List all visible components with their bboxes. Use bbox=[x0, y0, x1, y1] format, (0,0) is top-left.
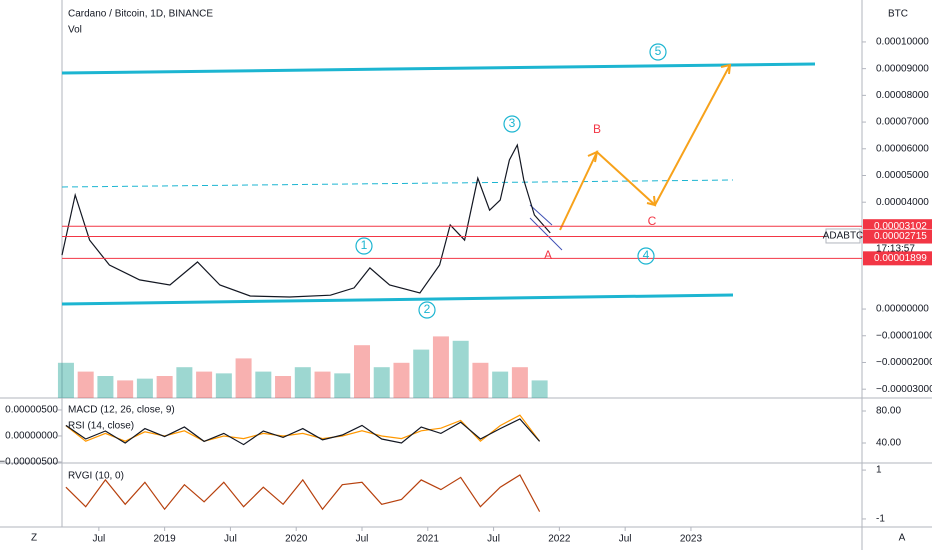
volume-bar bbox=[354, 345, 370, 398]
wave-label: 2 bbox=[424, 302, 431, 316]
arrow-head bbox=[720, 63, 732, 75]
y-tick-label: 0.00000000 bbox=[876, 304, 929, 315]
wave-circle bbox=[649, 43, 667, 61]
price-badge bbox=[863, 229, 932, 244]
price-badge-label: 0.00001899 bbox=[874, 253, 927, 264]
x-tick-label: Jul bbox=[92, 534, 105, 545]
volume-bar bbox=[275, 376, 292, 398]
x-tick-label: Jul bbox=[487, 534, 500, 545]
y-tick-label: −0.00003000 bbox=[876, 384, 932, 395]
volume-bar bbox=[156, 376, 173, 398]
volume-bar bbox=[215, 373, 232, 398]
volume-bar bbox=[334, 373, 351, 398]
volume-label: Vol bbox=[68, 25, 82, 36]
countdown: 17:13:57 bbox=[876, 244, 915, 255]
x-tick-label: 2019 bbox=[154, 534, 177, 545]
y-tick-label: 0.00010000 bbox=[876, 37, 929, 48]
volume-bar bbox=[117, 380, 134, 398]
volume-bar bbox=[531, 380, 548, 398]
chart-title: Cardano / Bitcoin, 1D, BINANCE bbox=[68, 9, 213, 20]
price-badge-label: 0.00003102 bbox=[874, 221, 927, 232]
x-tick-label: 2021 bbox=[417, 534, 440, 545]
y-tick-label: 0.00005000 bbox=[876, 170, 929, 181]
volume-bar bbox=[176, 367, 193, 398]
series-line bbox=[65, 414, 541, 443]
wave-label: 5 bbox=[655, 44, 662, 58]
symbol-label: ADABTC bbox=[823, 231, 864, 242]
volume-bar bbox=[314, 371, 331, 398]
wave-label: 3 bbox=[509, 116, 516, 130]
volume-bar bbox=[77, 371, 94, 398]
arrow-head bbox=[587, 150, 599, 163]
series-line bbox=[65, 418, 541, 446]
volume-bar bbox=[136, 378, 153, 398]
y2-tick-label: 0.00000000 bbox=[5, 431, 58, 442]
series-line bbox=[65, 474, 541, 512]
x-tick-label: 2022 bbox=[548, 534, 571, 545]
rsi-legend: RSI (14, close) bbox=[68, 421, 134, 432]
y-tick-label: 0.00006000 bbox=[876, 143, 929, 154]
rvgi-legend: RVGI (10, 0) bbox=[68, 471, 124, 482]
price-badge bbox=[863, 251, 932, 266]
wave-circle bbox=[637, 247, 655, 265]
corner-right: A bbox=[899, 533, 906, 544]
y-tick-label: 40.00 bbox=[876, 438, 901, 449]
wave-circle bbox=[355, 237, 373, 255]
macd-legend: MACD (12, 26, close, 9) bbox=[68, 405, 175, 416]
volume-bar bbox=[452, 340, 469, 398]
projection-path bbox=[559, 64, 731, 231]
y-tick-label: -1 bbox=[876, 514, 885, 525]
wave-label: A bbox=[544, 248, 552, 262]
wave-label: B bbox=[593, 122, 601, 136]
x-tick-label: 2020 bbox=[285, 534, 308, 545]
y-tick-label: 1 bbox=[876, 465, 882, 476]
symbol-badge bbox=[825, 228, 861, 244]
volume-bar bbox=[294, 367, 311, 398]
wave-circle bbox=[418, 301, 436, 319]
channel-top bbox=[61, 62, 816, 75]
wave-circle bbox=[503, 115, 521, 133]
wave-label: 4 bbox=[643, 248, 650, 262]
y-tick-label: 0.00004000 bbox=[876, 197, 929, 208]
wave-label: 1 bbox=[361, 238, 368, 252]
y-tick-label: −0.00002000 bbox=[876, 357, 932, 368]
channel-bottom bbox=[61, 293, 734, 306]
y2-tick-label: 0.00000500 bbox=[5, 405, 58, 416]
volume-bar bbox=[432, 336, 449, 398]
y-tick-label: 0.00008000 bbox=[876, 90, 929, 101]
wedge-line bbox=[529, 204, 553, 226]
x-tick-label: Jul bbox=[356, 534, 369, 545]
y-tick-label: −0.00001000 bbox=[876, 330, 932, 341]
x-tick-label: 2023 bbox=[680, 534, 703, 545]
price-badge-label: 0.00002715 bbox=[874, 231, 927, 242]
volume-bar bbox=[492, 371, 509, 398]
y2-tick-label: −0.00000500 bbox=[0, 457, 58, 468]
volume-bar bbox=[472, 362, 489, 398]
volume-bar bbox=[57, 362, 74, 398]
volume-bar bbox=[97, 376, 114, 398]
y-tick-label: 80.00 bbox=[876, 406, 901, 417]
corner-left: Z bbox=[31, 533, 37, 544]
channel-mid bbox=[61, 179, 734, 188]
wedge-line bbox=[529, 217, 563, 251]
marks bbox=[57, 143, 551, 512]
volume-bar bbox=[413, 349, 430, 398]
volume-bar bbox=[196, 371, 213, 398]
axis-unit: BTC bbox=[888, 9, 908, 20]
x-tick-label: Jul bbox=[224, 534, 237, 545]
series-line bbox=[61, 143, 551, 298]
volume-bar bbox=[373, 367, 390, 398]
volume-bar bbox=[511, 367, 528, 398]
y-tick-label: 0.00007000 bbox=[876, 117, 929, 128]
volume-bar bbox=[255, 371, 272, 398]
arrow-head bbox=[646, 195, 657, 207]
x-tick-label: Jul bbox=[619, 534, 632, 545]
volume-bar bbox=[235, 358, 252, 398]
wave-label: C bbox=[648, 214, 657, 228]
volume-bar bbox=[393, 362, 410, 398]
y-tick-label: 0.00009000 bbox=[876, 63, 929, 74]
